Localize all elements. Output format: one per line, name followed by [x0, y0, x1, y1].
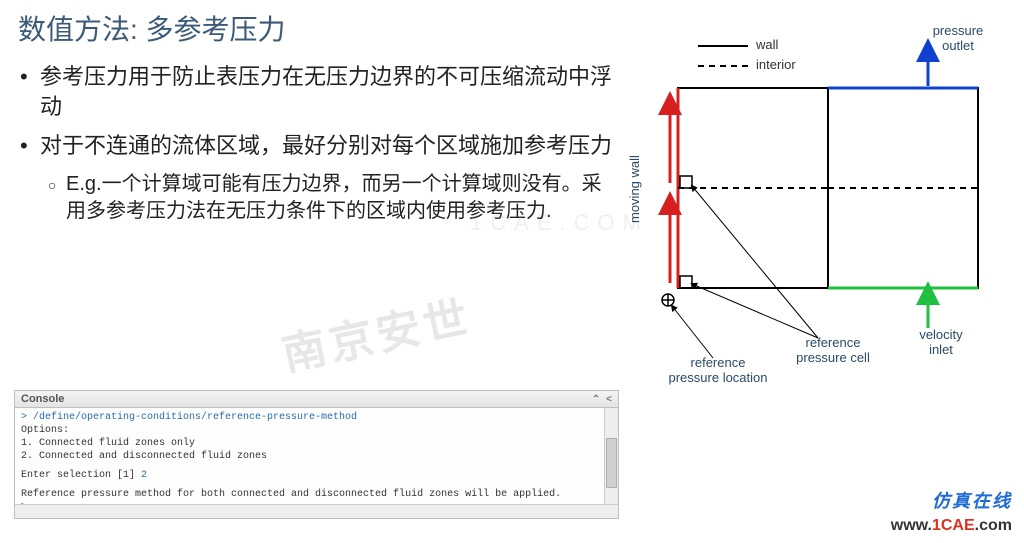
console-prompt: Enter selection [1] — [21, 470, 141, 481]
scrollbar-horizontal[interactable] — [15, 504, 618, 518]
console-line: 2. Connected and disconnected fluid zone… — [21, 450, 612, 463]
console-min-icon[interactable]: ⌃ — [592, 394, 600, 405]
bullet-dot: • — [20, 131, 40, 161]
console-title: Console — [21, 393, 64, 405]
footer-brand-cn: 仿真在线 — [932, 487, 1012, 513]
console-line: > /define/operating-conditions/reference… — [21, 411, 612, 424]
moving-wall-label: moving wall — [628, 155, 643, 223]
velocity-inlet-label: velocity inlet — [906, 328, 976, 358]
sub-bullet-dot: ○ — [48, 171, 66, 225]
console-header: Console ⌃ < — [15, 391, 618, 408]
legend-wall-label: wall — [756, 38, 778, 53]
watermark-text: 南京安世 — [275, 281, 476, 384]
console-panel: Console ⌃ < > /define/operating-conditio… — [14, 390, 619, 519]
scrollbar-vertical[interactable] — [604, 408, 618, 504]
slide-title: 数值方法: 多参考压力 — [18, 8, 286, 48]
console-input-value: 2 — [141, 470, 147, 481]
watermark-url: 1CAE.COM — [470, 210, 649, 236]
console-line: Reference pressure method for both conne… — [21, 488, 612, 501]
console-line: Options: — [21, 424, 612, 437]
footer-url-prefix: www. — [891, 517, 932, 534]
console-body[interactable]: > /define/operating-conditions/reference… — [15, 408, 618, 518]
console-help-icon[interactable]: < — [606, 394, 612, 405]
footer-url: www.1CAE.com — [891, 517, 1012, 535]
bullet-text: 对于不连通的流体区域，最好分别对每个区域施加参考压力 — [40, 131, 612, 161]
footer-url-mid: 1CAE — [932, 517, 975, 534]
footer-url-suffix: .com — [975, 517, 1012, 534]
legend-interior-label: interior — [756, 58, 796, 73]
bullet-item: • 参考压力用于防止表压力在无压力边界的不可压缩流动中浮动 — [20, 62, 620, 121]
pressure-outlet-label: pressure outlet — [918, 24, 998, 54]
diagram: wall interior pressure outlet moving wal… — [628, 28, 1020, 413]
bullet-item: • 对于不连通的流体区域，最好分别对每个区域施加参考压力 — [20, 131, 620, 161]
console-controls[interactable]: ⌃ < — [592, 394, 612, 405]
content-block: • 参考压力用于防止表压力在无压力边界的不可压缩流动中浮动 • 对于不连通的流体… — [20, 62, 620, 225]
console-line: Enter selection [1] 2 — [21, 469, 612, 482]
ref-pressure-location-label: reference pressure location — [668, 356, 768, 386]
console-line: 1. Connected fluid zones only — [21, 437, 612, 450]
bullet-dot: • — [20, 62, 40, 121]
ref-pressure-cell-label: reference pressure cell — [788, 336, 878, 366]
bullet-text: 参考压力用于防止表压力在无压力边界的不可压缩流动中浮动 — [40, 62, 620, 121]
